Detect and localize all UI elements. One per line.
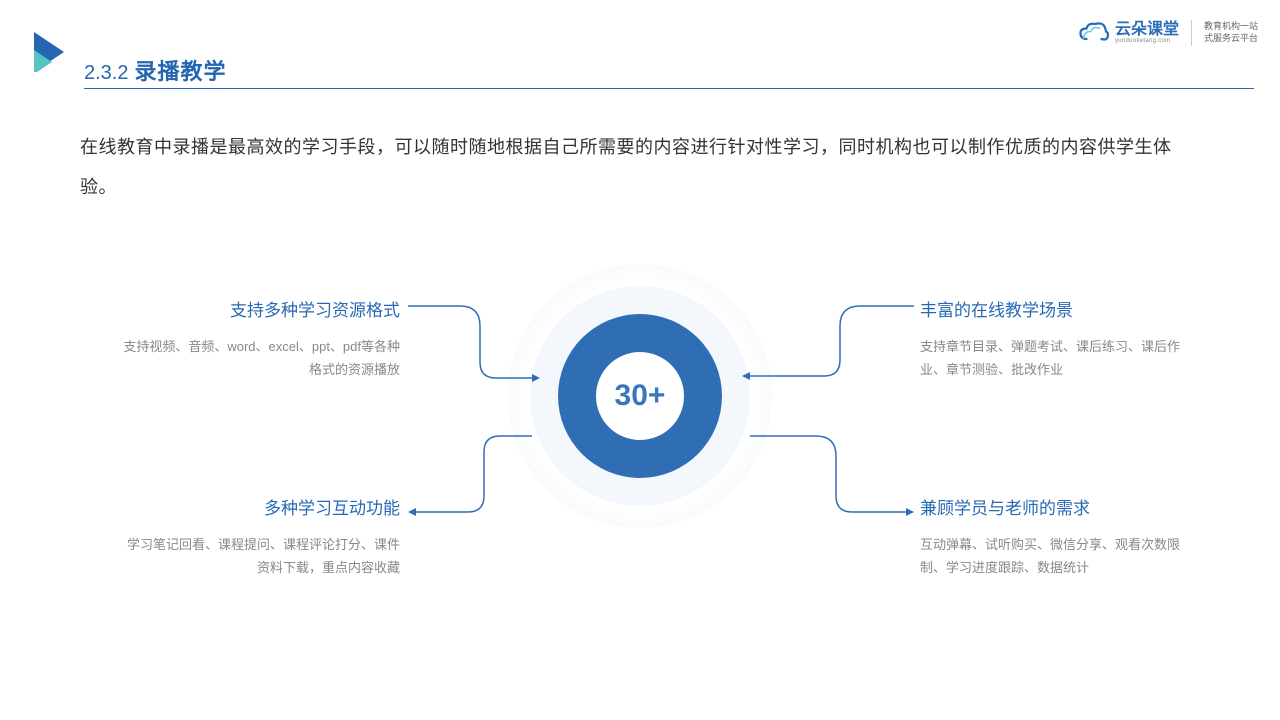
connector-top-right — [742, 300, 914, 385]
section-heading: 2.3.2 录播教学 — [84, 54, 227, 86]
brand-tagline: 教育机构一站 式服务云平台 — [1204, 21, 1258, 44]
brand-name: 云朵课堂 — [1115, 22, 1179, 38]
feature-title: 多种学习互动功能 — [120, 494, 400, 519]
header-play-icon — [34, 32, 66, 72]
feature-title: 支持多种学习资源格式 — [120, 296, 400, 321]
connector-bottom-left — [408, 430, 540, 525]
feature-title: 兼顾学员与老师的需求 — [920, 494, 1200, 519]
feature-desc: 支持视频、音频、word、excel、ppt、pdf等各种格式的资源播放 — [120, 335, 400, 382]
feature-desc: 互动弹幕、试听购买、微信分享、观看次数限制、学习进度跟踪、数据统计 — [920, 533, 1200, 580]
section-underline — [84, 88, 1254, 89]
feature-bottom-right: 兼顾学员与老师的需求 互动弹幕、试听购买、微信分享、观看次数限制、学习进度跟踪、… — [920, 494, 1200, 580]
connector-bottom-right — [742, 430, 914, 525]
brand-logo: 云朵课堂 yunduoketang.com 教育机构一站 式服务云平台 — [1079, 20, 1258, 46]
section-number: 2.3.2 — [84, 62, 128, 85]
feature-title: 丰富的在线教学场景 — [920, 296, 1200, 321]
feature-desc: 学习笔记回看、课程提问、课程评论打分、课件资料下载，重点内容收藏 — [120, 533, 400, 580]
feature-bottom-left: 多种学习互动功能 学习笔记回看、课程提问、课程评论打分、课件资料下载，重点内容收… — [120, 494, 400, 580]
feature-top-right: 丰富的在线教学场景 支持章节目录、弹题考试、课后练习、课后作业、章节测验、批改作… — [920, 296, 1200, 382]
connector-top-left — [408, 300, 540, 385]
logo-divider — [1191, 20, 1192, 46]
feature-top-left: 支持多种学习资源格式 支持视频、音频、word、excel、ppt、pdf等各种… — [120, 296, 400, 382]
cloud-icon — [1079, 22, 1109, 44]
center-value: 30+ — [615, 379, 666, 413]
brand-domain: yunduoketang.com — [1115, 38, 1179, 44]
feature-desc: 支持章节目录、弹题考试、课后练习、课后作业、章节测验、批改作业 — [920, 335, 1200, 382]
center-ring-chart: 30+ — [530, 286, 750, 506]
section-title: 录播教学 — [134, 54, 226, 86]
intro-paragraph: 在线教育中录播是最高效的学习手段，可以随时随地根据自己所需要的内容进行针对性学习… — [80, 128, 1200, 207]
